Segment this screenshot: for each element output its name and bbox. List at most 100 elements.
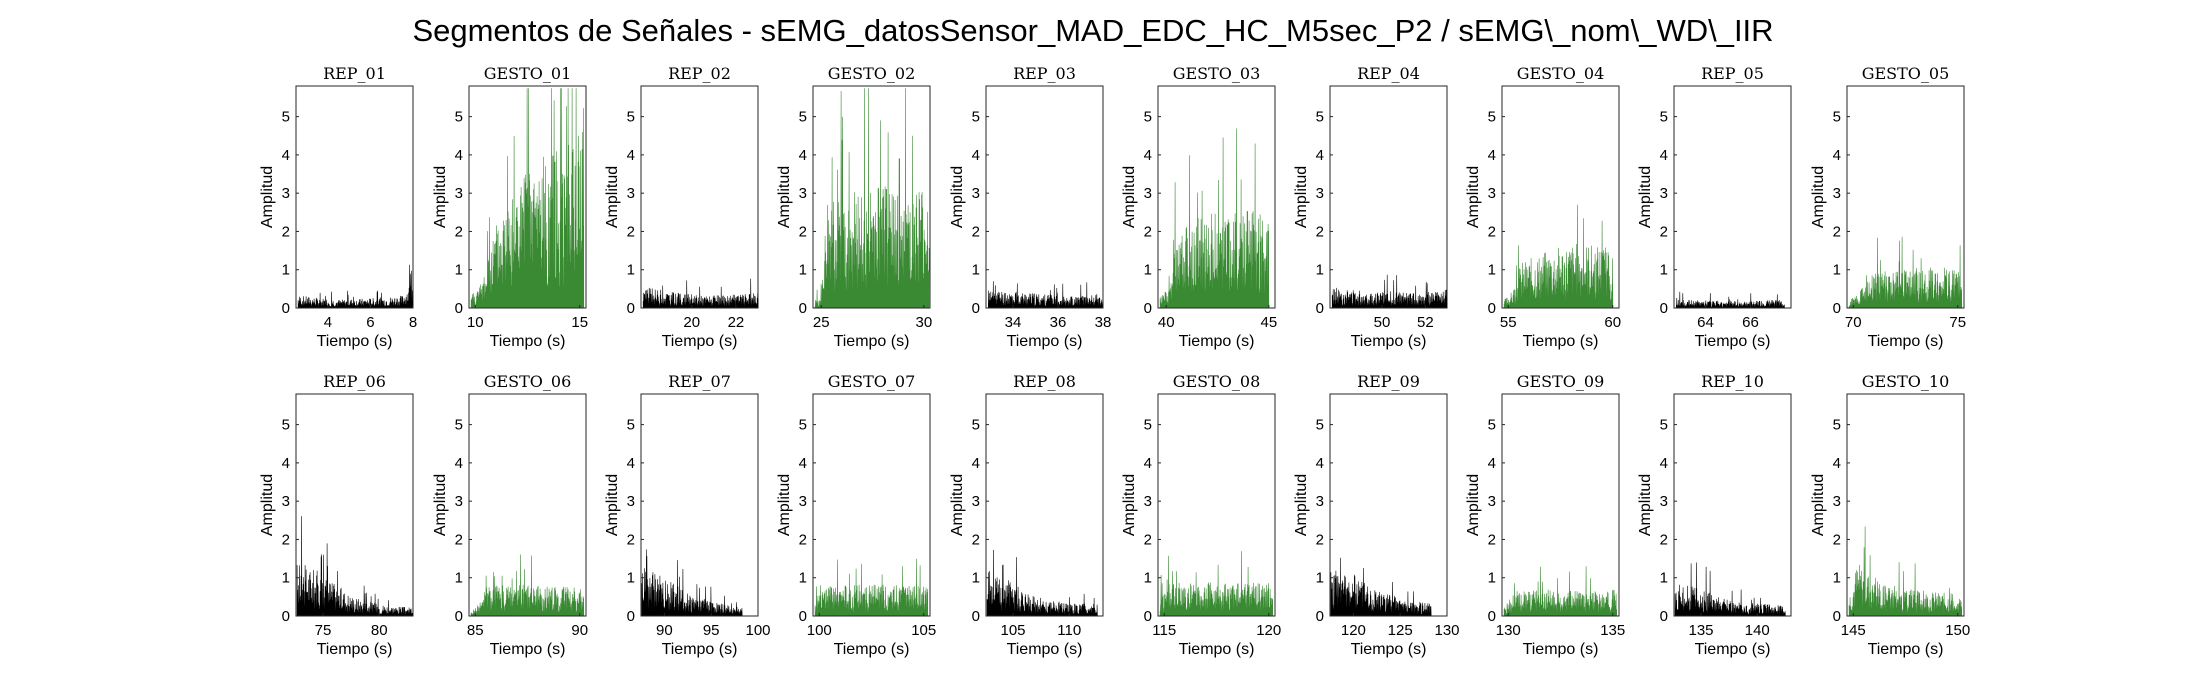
y-tick-label: 0 xyxy=(972,300,980,317)
y-axis-label: Amplitud xyxy=(604,166,621,228)
x-tick-label: 10 xyxy=(467,314,484,331)
y-tick-label: 1 xyxy=(799,262,807,279)
y-tick-label: 2 xyxy=(1488,531,1496,548)
y-tick-label: 1 xyxy=(972,570,980,587)
x-axis-label: Tiempo (s) xyxy=(662,641,738,658)
x-tick-label: 55 xyxy=(1500,314,1517,331)
y-tick-label: 2 xyxy=(455,531,463,548)
y-tick-label: 5 xyxy=(1833,417,1841,434)
signal-series xyxy=(641,549,743,617)
y-tick-label: 1 xyxy=(1144,570,1152,587)
y-tick-label: 1 xyxy=(1488,570,1496,587)
y-axis-label: Amplitud xyxy=(1293,166,1310,228)
y-tick-label: 2 xyxy=(282,531,290,548)
x-tick-label: 45 xyxy=(1260,314,1277,331)
y-tick-label: 3 xyxy=(455,185,463,202)
y-tick-label: 1 xyxy=(1488,262,1496,279)
y-tick-label: 3 xyxy=(1488,493,1496,510)
subplot-title: GESTO_03 xyxy=(1173,64,1261,83)
y-tick-label: 4 xyxy=(799,455,807,472)
y-axis-label: Amplitud xyxy=(776,474,793,536)
signal-series xyxy=(297,264,414,309)
x-axis-label: Tiempo (s) xyxy=(1695,333,1771,350)
subplot-title: REP_06 xyxy=(323,372,386,391)
subplot-rep-04: 0 1 2 3 4 5 50 52 REP_04 Tiempo (s) Amplitud xyxy=(1293,64,1448,350)
x-axis-label: Tiempo (s) xyxy=(1351,641,1427,658)
y-tick-label: 2 xyxy=(1833,223,1841,240)
x-axis-label: Tiempo (s) xyxy=(1007,333,1083,350)
x-tick-label: 135 xyxy=(1688,622,1713,639)
y-tick-label: 0 xyxy=(799,608,807,625)
x-axis-label: Tiempo (s) xyxy=(490,333,566,350)
subplot-title: REP_04 xyxy=(1357,64,1420,83)
x-axis-label: Tiempo (s) xyxy=(1179,641,1255,658)
y-tick-label: 0 xyxy=(1144,300,1152,317)
axes-box xyxy=(1157,393,1276,617)
subplot-rep-06: 0 1 2 3 4 5 75 80 REP_06 Tiempo (s) Amplitud xyxy=(259,372,414,658)
y-tick-label: 3 xyxy=(1316,493,1324,510)
x-tick-label: 22 xyxy=(728,314,745,331)
y-tick-label: 3 xyxy=(1488,185,1496,202)
axes-box xyxy=(985,85,1104,309)
x-tick-label: 34 xyxy=(1005,314,1022,331)
y-tick-label: 5 xyxy=(1660,417,1668,434)
y-tick-label: 0 xyxy=(282,608,290,625)
y-tick-label: 1 xyxy=(972,262,980,279)
y-tick-label: 1 xyxy=(1660,262,1668,279)
y-tick-label: 2 xyxy=(1316,531,1324,548)
subplot-title: REP_05 xyxy=(1701,64,1764,83)
y-tick-label: 0 xyxy=(455,608,463,625)
subplot-title: GESTO_09 xyxy=(1517,372,1605,391)
y-tick-label: 4 xyxy=(1660,455,1668,472)
y-tick-label: 2 xyxy=(972,223,980,240)
y-axis-label: Amplitud xyxy=(1810,474,1827,536)
signal-series xyxy=(1503,566,1618,617)
subplot-gesto-09: 0 1 2 3 4 5 130 135 GESTO_09 Tiempo (s) Amplitud xyxy=(1465,372,1625,658)
signal-series xyxy=(1159,551,1274,617)
x-tick-label: 52 xyxy=(1417,314,1434,331)
y-axis-label: Amplitud xyxy=(949,474,966,536)
y-tick-label: 2 xyxy=(799,223,807,240)
y-tick-label: 5 xyxy=(282,109,290,126)
x-tick-label: 70 xyxy=(1845,314,1862,331)
x-axis-label: Tiempo (s) xyxy=(1523,641,1599,658)
y-tick-label: 4 xyxy=(455,147,463,164)
x-axis-label: Tiempo (s) xyxy=(1695,641,1771,658)
x-axis-label: Tiempo (s) xyxy=(1351,333,1427,350)
y-tick-label: 4 xyxy=(282,455,290,472)
y-tick-label: 2 xyxy=(972,531,980,548)
x-tick-label: 130 xyxy=(1434,622,1459,639)
y-tick-label: 3 xyxy=(1833,185,1841,202)
y-tick-label: 0 xyxy=(627,608,635,625)
subplot-title: REP_02 xyxy=(668,64,731,83)
subplot-gesto-02: 0 1 2 3 4 5 25 30 GESTO_02 Tiempo (s) Amplitud xyxy=(776,64,932,350)
subplot-rep-02: 0 1 2 3 4 5 20 22 REP_02 Tiempo (s) Amplitud xyxy=(604,64,759,350)
axes-box xyxy=(1329,393,1448,617)
y-tick-label: 4 xyxy=(1144,147,1152,164)
x-axis-label: Tiempo (s) xyxy=(834,333,910,350)
signal-series xyxy=(1848,236,1963,309)
y-tick-label: 5 xyxy=(1488,109,1496,126)
y-tick-label: 2 xyxy=(627,531,635,548)
subplot-gesto-06: 0 1 2 3 4 5 85 90 GESTO_06 Tiempo (s) Amplitud xyxy=(432,372,588,658)
y-tick-label: 1 xyxy=(455,262,463,279)
y-axis-label: Amplitud xyxy=(259,166,276,228)
x-tick-label: 135 xyxy=(1600,622,1625,639)
y-tick-label: 1 xyxy=(455,570,463,587)
y-tick-label: 5 xyxy=(1144,417,1152,434)
axes-box xyxy=(812,393,931,617)
y-tick-label: 5 xyxy=(627,417,635,434)
subplot-title: REP_10 xyxy=(1701,372,1764,391)
y-tick-label: 2 xyxy=(1660,223,1668,240)
y-tick-label: 1 xyxy=(1833,262,1841,279)
y-tick-label: 3 xyxy=(1144,493,1152,510)
x-tick-label: 105 xyxy=(911,622,936,639)
x-axis-label: Tiempo (s) xyxy=(834,641,910,658)
y-tick-label: 1 xyxy=(1316,262,1324,279)
y-tick-label: 4 xyxy=(1833,455,1841,472)
subplot-title: GESTO_04 xyxy=(1517,64,1605,83)
y-tick-label: 2 xyxy=(282,223,290,240)
axes-box xyxy=(1673,85,1792,309)
x-tick-label: 4 xyxy=(324,314,332,331)
